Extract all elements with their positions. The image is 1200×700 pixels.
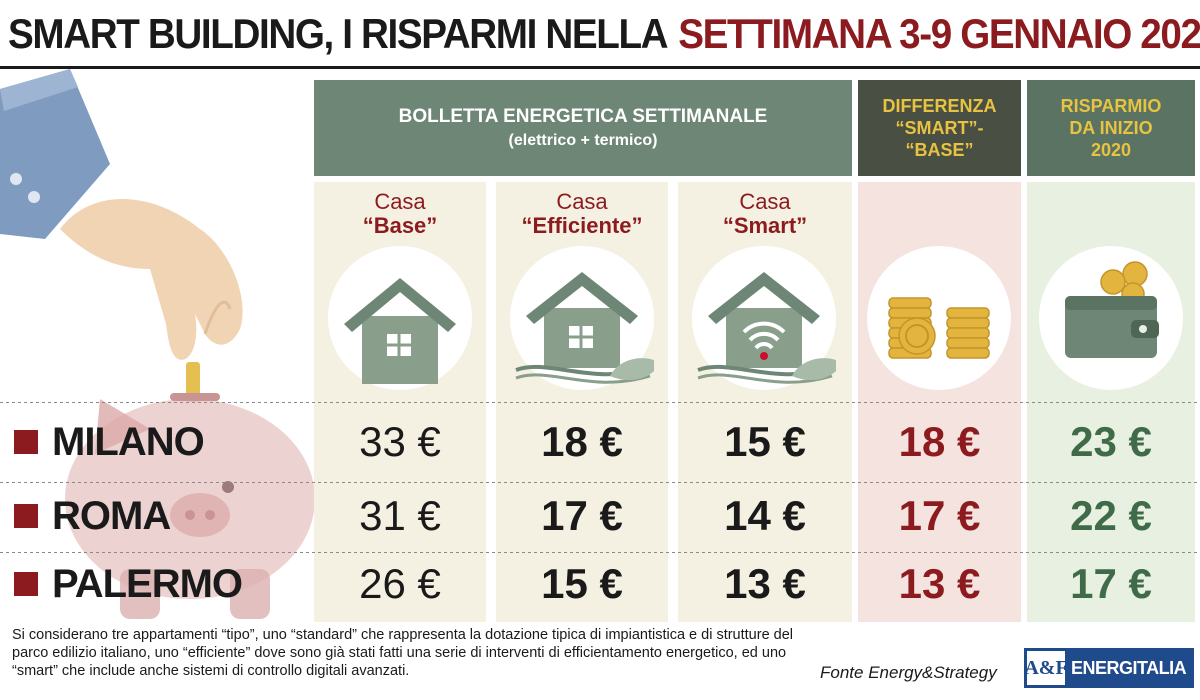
casa-base-name: “Base” [362,213,438,238]
casa-base-prefix: Casa [374,189,426,214]
house-icon [328,246,472,390]
city-name: ROMA [52,493,171,538]
city-bullet [14,504,38,528]
energitalia-logo: A&F ENERGITALIA [1024,648,1194,688]
roma-base-value: 31 € [359,492,441,539]
milano-savings-value: 23 € [1070,418,1152,465]
smart-house-icon [692,246,836,390]
palermo-savings-value: 17 € [1070,560,1152,607]
casa-smart-name: “Smart” [722,213,808,238]
weekly-bill-subtitle: (elettrico + termico) [508,132,658,149]
milano-efficiente-value: 18 € [541,418,623,465]
roma-savings-value: 22 € [1070,492,1152,539]
milano-smart-value: 15 € [724,418,806,465]
palermo-base-value: 26 € [359,560,441,607]
city-roma: ROMA [14,486,171,546]
city-bullet [14,572,38,596]
casa-base-label: Casa “Base” [314,190,486,238]
row-separator [0,482,1200,483]
roma-efficiente-value: 17 € [541,492,623,539]
weekly-bill-title: BOLLETTA ENERGETICA SETTIMANALE [398,106,768,127]
title-part-2: SETTIMANA 3-9 GENNAIO 2020 [678,10,1200,57]
wallet-icon [1039,246,1183,390]
source-credit: Fonte Energy&Strategy [820,663,997,682]
row-separator [0,402,1200,403]
city-palermo: PALERMO [14,554,243,614]
city-name: MILANO [52,419,205,464]
row-separator [0,552,1200,553]
logo-mark: A&F [1024,651,1068,685]
title-part-1: SMART BUILDING, I RISPARMI NELLA [8,10,669,57]
difference-header-label: DIFFERENZA “SMART”- “BASE” [882,96,997,160]
page-title: SMART BUILDING, I RISPARMI NELLA SETTIMA… [8,2,1200,66]
roma-smart-value: 14 € [724,492,806,539]
savings-header-label: RISPARMIO DA INIZIO 2020 [1060,96,1162,160]
city-bullet [14,430,38,454]
efficient-house-icon [510,246,654,390]
weekly-bill-header: BOLLETTA ENERGETICA SETTIMANALE (elettri… [314,80,852,176]
title-rule [0,66,1200,69]
casa-smart-label: Casa “Smart” [678,190,852,238]
city-milano: MILANO [14,412,205,472]
savings-header: RISPARMIO DA INIZIO 2020 [1027,80,1195,176]
hand-piggy-bank-illustration [0,69,315,619]
casa-efficiente-label: Casa “Efficiente” [496,190,668,238]
coins-icon [867,246,1011,390]
casa-efficiente-prefix: Casa [556,189,608,214]
palermo-difference-value: 13 € [898,560,981,607]
palermo-efficiente-value: 15 € [541,560,623,607]
palermo-smart-value: 13 € [724,560,806,607]
casa-efficiente-name: “Efficiente” [521,213,643,238]
difference-header: DIFFERENZA “SMART”- “BASE” [858,80,1021,176]
casa-smart-prefix: Casa [739,189,791,214]
city-name: PALERMO [52,561,243,606]
logo-name: ENERGITALIA [1071,657,1187,678]
milano-base-value: 33 € [359,418,441,465]
methodology-note: Si considerano tre appartamenti “tipo”, … [12,627,794,679]
milano-difference-value: 18 € [898,418,981,465]
roma-difference-value: 17 € [898,492,981,539]
